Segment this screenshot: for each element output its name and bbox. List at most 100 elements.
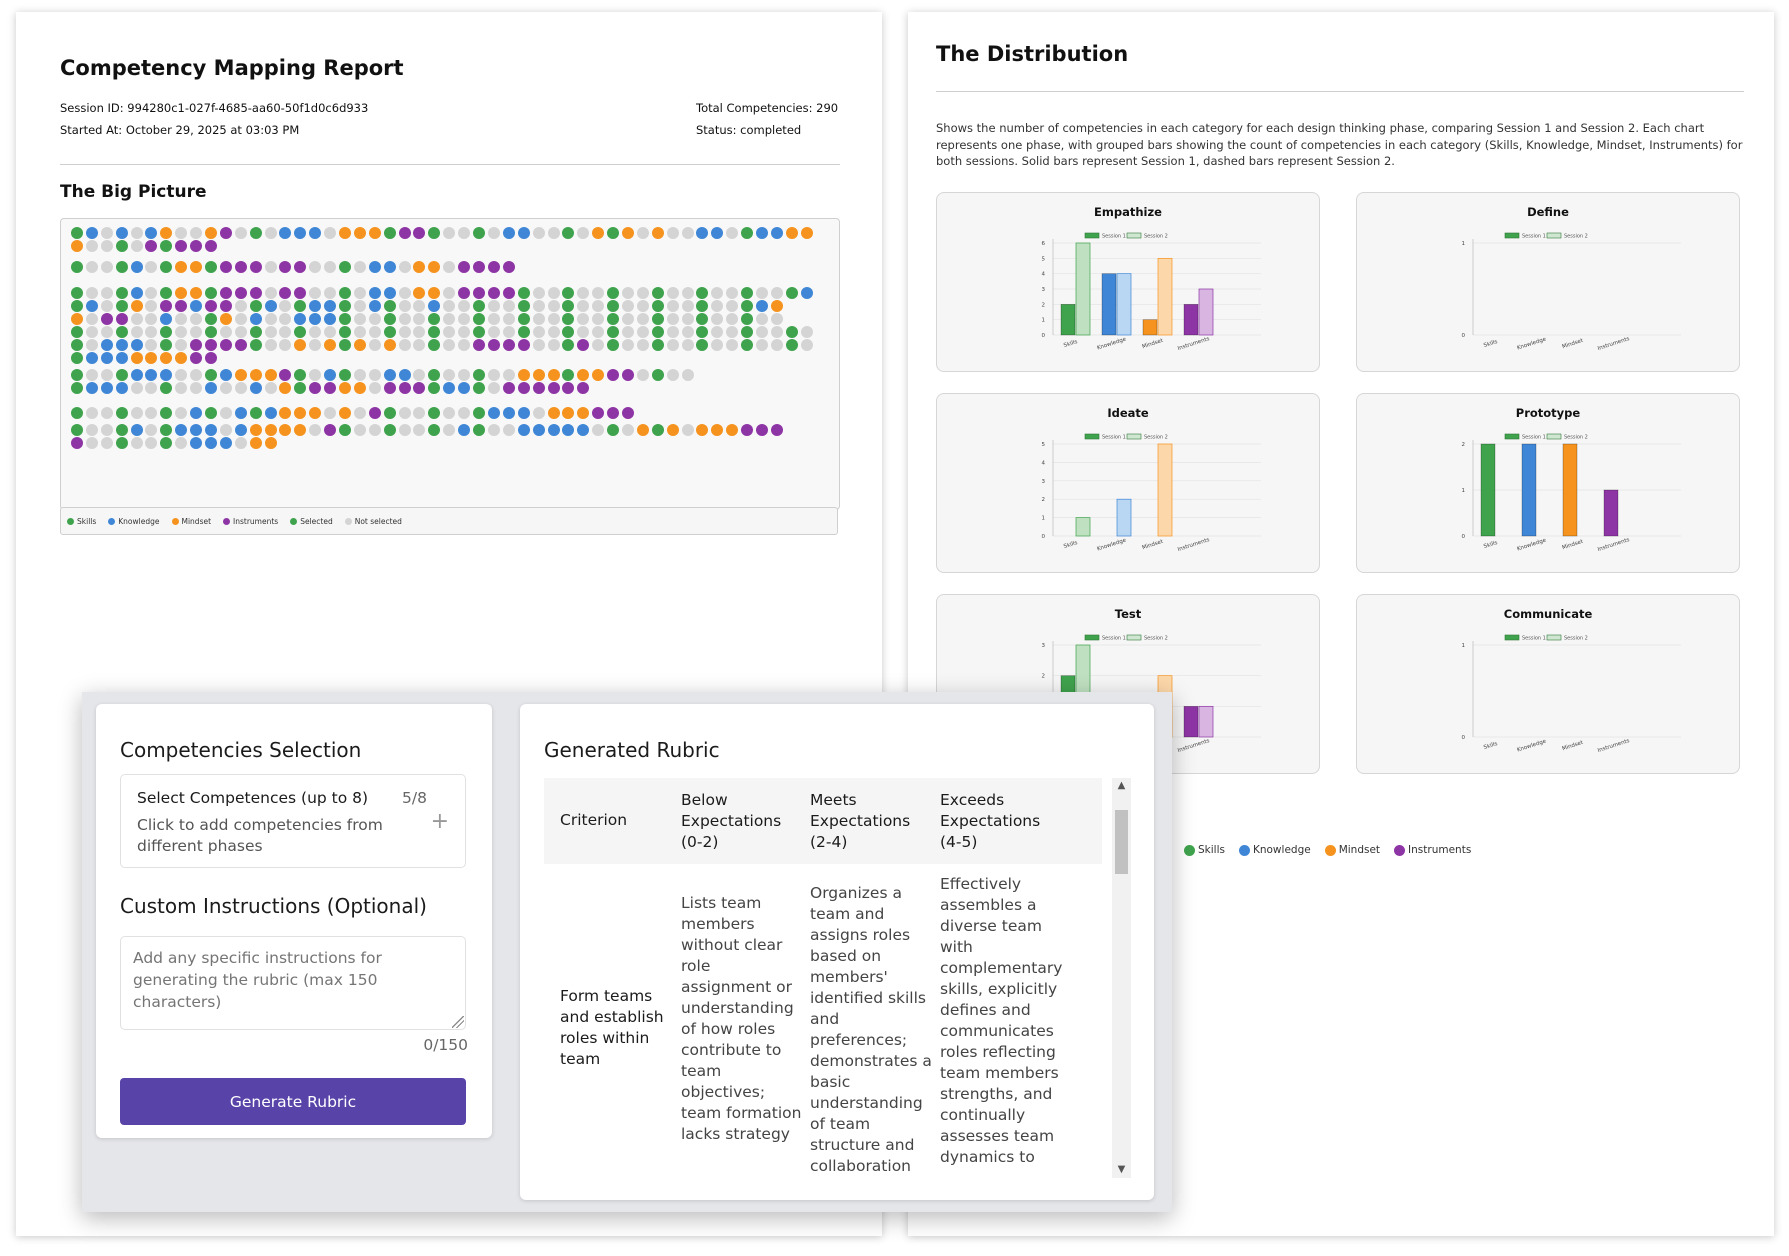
competency-dot (339, 261, 352, 273)
competency-dot (562, 313, 575, 325)
competency-dot (532, 407, 545, 419)
competency-dot (473, 313, 486, 325)
y-tick-label: 4 (1042, 460, 1046, 466)
competency-dot (175, 240, 188, 252)
y-tick-label: 1 (1042, 318, 1046, 324)
competency-dot (160, 300, 173, 312)
competency-dot (502, 339, 515, 351)
competency-dot (279, 382, 292, 394)
competency-dot (770, 339, 783, 351)
competency-dot (517, 424, 530, 436)
competency-dot (711, 424, 724, 436)
competency-dot (264, 407, 277, 419)
competency-dot (175, 300, 188, 312)
chart-prototype: Prototype Session 1 Session 2 0 1 2 Skills Kno… (1356, 393, 1740, 573)
competency-dot (145, 437, 158, 449)
competency-dot (368, 424, 381, 436)
scroll-up-icon[interactable]: ▲ (1117, 780, 1126, 791)
plus-icon[interactable]: + (430, 809, 449, 834)
competency-dot (368, 339, 381, 351)
row-exceeds: Effectively assembles a diverse team wit… (940, 875, 1063, 1166)
competency-dot (190, 437, 203, 449)
competency-dot (324, 313, 337, 325)
competency-dot (339, 369, 352, 381)
competency-dot (413, 339, 426, 351)
legend-skills: Skills (67, 517, 96, 526)
legend-session-2: Session 2 (1564, 636, 1588, 642)
competency-dot (309, 339, 322, 351)
competency-dot (190, 352, 203, 364)
competency-dot (160, 352, 173, 364)
competency-dot (190, 424, 203, 436)
rubric-table[interactable]: Criterion Below Expectations (0-2) Meets… (544, 778, 1102, 1178)
competency-dot (145, 261, 158, 273)
x-tick-label: Instruments (1177, 738, 1210, 754)
big-picture-title: The Big Picture (60, 182, 207, 202)
resize-grip-icon[interactable] (452, 1016, 464, 1028)
competency-dot (294, 287, 307, 299)
total-competencies: Total Competencies: 290 (696, 101, 839, 115)
competency-dot (726, 227, 739, 239)
competency-dot (71, 300, 83, 312)
competency-dot (85, 339, 98, 351)
competency-dot (592, 424, 605, 436)
competency-dot (145, 240, 158, 252)
competency-dot (413, 227, 426, 239)
competency-dot (651, 313, 664, 325)
competency-dot (190, 227, 203, 239)
scrollbar-thumb[interactable] (1115, 810, 1128, 874)
competency-dot (726, 424, 739, 436)
scroll-down-icon[interactable]: ▼ (1117, 1164, 1126, 1175)
legend-mindset: Mindset (1324, 844, 1380, 856)
competency-selector[interactable]: Select Competences (up to 8) 5/8 Click t… (120, 774, 466, 868)
competency-dot (562, 339, 575, 351)
competency-dot (71, 261, 83, 273)
competency-dot (324, 287, 337, 299)
competency-dot (368, 313, 381, 325)
competency-dot (413, 326, 426, 338)
competency-dot (577, 382, 590, 394)
competency-dot (71, 313, 83, 325)
x-tick-label: Mindset (1141, 338, 1164, 351)
competency-dot (130, 240, 143, 252)
competency-dot (577, 227, 590, 239)
y-tick-label: 5 (1042, 256, 1046, 262)
dot-row (71, 240, 218, 252)
competency-dot (339, 339, 352, 351)
selector-label: Select Competences (up to 8) (137, 789, 369, 807)
custom-instructions-input[interactable] (120, 936, 466, 1030)
competency-dot (130, 407, 143, 419)
competency-dot (309, 227, 322, 239)
competency-dot (532, 227, 545, 239)
rubric-scrollbar[interactable]: ▲ ▼ (1112, 778, 1131, 1178)
distribution-description: Shows the number of competencies in each… (936, 121, 1743, 168)
competency-dot (607, 424, 620, 436)
competency-dot (398, 339, 411, 351)
competency-dot (770, 424, 783, 436)
competency-dot (130, 300, 143, 312)
competency-dot (562, 227, 575, 239)
competency-dot (249, 424, 262, 436)
competency-dot (800, 227, 813, 239)
competency-dot (368, 261, 381, 273)
competency-dot (130, 339, 143, 351)
competency-dot (473, 287, 486, 299)
competency-dot (368, 287, 381, 299)
header-meets: Meets Expectations (2-4) (810, 791, 911, 851)
competency-dot (726, 300, 739, 312)
bar-instruments-session-1 (1183, 705, 1199, 738)
competency-dot (413, 300, 426, 312)
bar-skills-session-1 (1480, 443, 1496, 537)
competency-dot (487, 382, 500, 394)
competency-dot (547, 326, 560, 338)
bar-mindset-session-1 (1562, 443, 1578, 537)
generate-rubric-button[interactable]: Generate Rubric (120, 1078, 466, 1125)
competency-dot (785, 287, 798, 299)
bar-knowledge-session-2 (1116, 498, 1132, 537)
competency-dot (175, 227, 188, 239)
competency-dot (115, 339, 128, 351)
competency-dot (487, 326, 500, 338)
competency-dot (517, 407, 530, 419)
competency-dot (160, 326, 173, 338)
competency-dot (681, 424, 694, 436)
